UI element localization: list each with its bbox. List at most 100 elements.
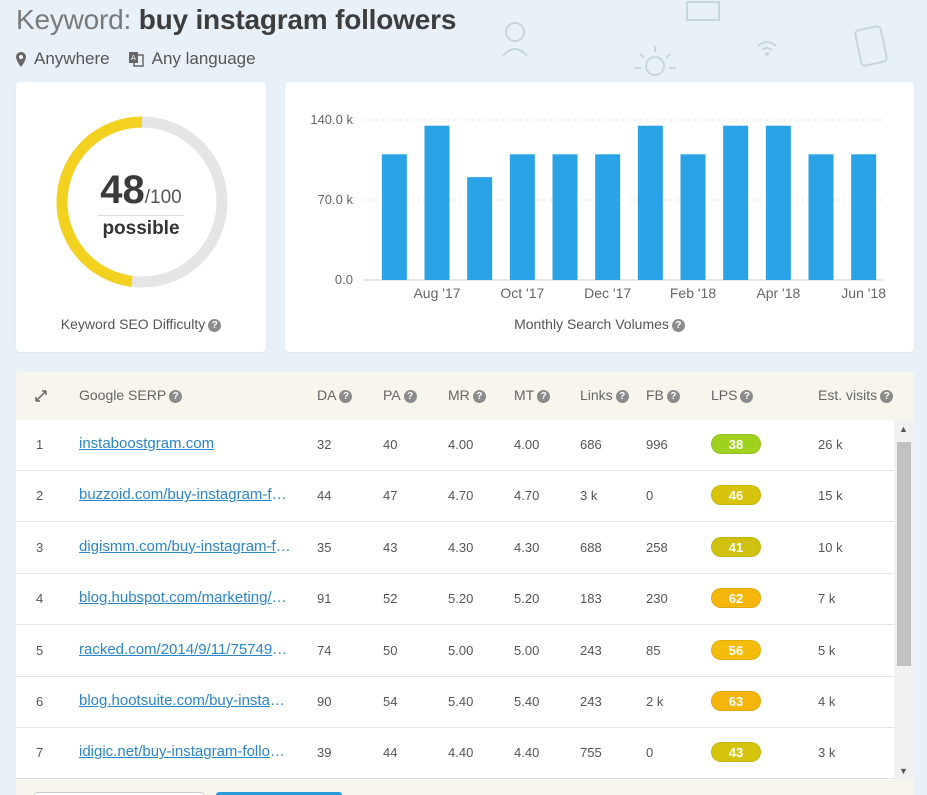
map-pin-icon — [16, 51, 26, 67]
mt-cell: 5.40 — [514, 694, 540, 709]
help-icon[interactable]: ? — [880, 390, 894, 403]
location-label: Anywhere — [34, 49, 110, 68]
rank-cell: 7 — [36, 745, 44, 761]
visits-cell: 5 k — [818, 642, 836, 658]
fb-cell: 230 — [646, 591, 668, 607]
scroll-up-icon[interactable]: ▲ — [899, 424, 908, 434]
mt-cell: 4.00 — [514, 437, 540, 452]
table-row: 1 instaboostgram.com 32 40 4.00 4.00 686 996 26 … — [16, 420, 894, 471]
rank-cell: 3 — [36, 539, 44, 555]
col-pa[interactable]: PA? — [383, 387, 417, 403]
volume-caption: Monthly Search Volumes? — [285, 316, 914, 332]
result-link[interactable]: blog.hubspot.com/marketing/buy-instagram… — [79, 589, 291, 607]
lps-badge: 43 — [711, 742, 761, 763]
volume-bar[interactable] — [552, 154, 578, 280]
mt-cell: 4.70 — [514, 488, 540, 504]
volume-bar[interactable] — [381, 154, 407, 280]
expand-icon[interactable] — [34, 389, 48, 403]
help-icon[interactable]: ? — [671, 319, 685, 332]
difficulty-status: possible — [98, 215, 184, 240]
da-cell: 44 — [317, 488, 332, 504]
result-link[interactable]: instaboostgram.com — [79, 435, 215, 452]
mr-cell: 4.30 — [448, 539, 474, 555]
help-icon[interactable]: ? — [169, 390, 183, 403]
col-fb[interactable]: FB? — [646, 387, 680, 403]
da-cell: 32 — [317, 437, 332, 452]
col-google-serp[interactable]: Google SERP? — [79, 387, 183, 403]
result-link[interactable]: idigic.net/buy-instagram-followers/ — [79, 743, 291, 761]
scroll-down-icon[interactable]: ▼ — [899, 766, 908, 776]
da-cell: 91 — [317, 591, 332, 607]
x-tick-label: Aug '17 — [413, 285, 460, 301]
mt-cell: 4.30 — [514, 539, 540, 555]
col-lps[interactable]: LPS? — [711, 387, 754, 403]
fb-cell: 0 — [646, 488, 654, 504]
da-cell: 35 — [317, 539, 332, 555]
pa-cell: 47 — [383, 488, 398, 504]
table-header: Google SERP? DA? PA? MR? MT? Links? FB? … — [16, 372, 914, 420]
lps-badge: 41 — [711, 536, 761, 557]
help-icon[interactable]: ? — [666, 390, 680, 403]
y-tick-label: 0.0 — [335, 272, 353, 287]
doodle-wifi-icon — [757, 41, 777, 56]
links-cell: 686 — [580, 437, 602, 452]
volume-bar[interactable] — [808, 154, 834, 280]
visits-cell: 15 k — [818, 488, 843, 504]
result-link[interactable]: racked.com/2014/9/11/7574979/buy-instagr… — [79, 640, 291, 658]
help-icon[interactable]: ? — [208, 319, 222, 332]
volume-bar[interactable] — [424, 125, 450, 280]
result-link[interactable]: buzzoid.com/buy-instagram-followers/ — [79, 486, 291, 504]
table-row: 6 blog.hootsuite.com/buy-instagram-follow… — [16, 677, 894, 728]
volume-bar[interactable] — [467, 177, 493, 280]
links-cell: 243 — [580, 694, 602, 709]
table-scrollbar[interactable]: ▲ ▼ — [894, 420, 914, 780]
help-icon[interactable]: ? — [472, 390, 486, 403]
doodle-person-icon — [502, 22, 528, 57]
language-label: Any language — [151, 49, 256, 68]
help-icon[interactable]: ? — [615, 390, 629, 403]
table-row: 5 racked.com/2014/9/11/7574979/buy-instag… — [16, 626, 894, 677]
result-link[interactable]: blog.hootsuite.com/buy-instagram-followe… — [79, 692, 291, 709]
serp-table: Google SERP? DA? PA? MR? MT? Links? FB? … — [16, 372, 914, 795]
mr-cell: 4.40 — [448, 745, 474, 761]
col-mt[interactable]: MT? — [514, 387, 551, 403]
volume-bar[interactable] — [509, 154, 535, 280]
help-icon[interactable]: ? — [403, 390, 417, 403]
mt-cell: 5.20 — [514, 591, 540, 607]
table-row: 4 blog.hubspot.com/marketing/buy-instagra… — [16, 574, 894, 626]
help-icon[interactable]: ? — [339, 390, 353, 403]
help-icon[interactable]: ? — [740, 390, 754, 403]
help-icon[interactable]: ? — [537, 390, 551, 403]
lps-badge: 63 — [711, 691, 761, 711]
footer-button[interactable] — [216, 792, 342, 795]
volume-bar[interactable] — [595, 154, 621, 280]
location-filter[interactable]: Anywhere — [16, 49, 110, 69]
x-tick-label: Feb '18 — [670, 285, 716, 301]
col-est-visits[interactable]: Est. visits? — [818, 387, 894, 403]
scroll-thumb[interactable] — [897, 442, 911, 666]
search-volume-card: 0.0 70.0 k 140.0 k Aug '17 Oct '17 Dec '17 Feb… — [285, 82, 914, 352]
volume-bar[interactable] — [637, 125, 663, 280]
difficulty-max: /100 — [144, 187, 182, 208]
col-links[interactable]: Links? — [580, 387, 629, 403]
lps-badge: 46 — [711, 485, 761, 506]
mt-cell: 5.00 — [514, 642, 540, 658]
lps-badge: 56 — [711, 639, 761, 660]
visits-cell: 3 k — [818, 745, 836, 761]
rank-cell: 6 — [36, 694, 44, 709]
fb-cell: 996 — [646, 437, 668, 452]
mr-cell: 5.20 — [448, 591, 474, 607]
keyword-text: buy instagram followers — [138, 4, 457, 35]
volume-bar[interactable] — [765, 125, 791, 280]
mr-cell: 5.00 — [448, 642, 474, 658]
volume-bar[interactable] — [851, 154, 877, 280]
lps-badge: 38 — [711, 434, 761, 454]
col-da[interactable]: DA? — [317, 387, 353, 403]
col-mr[interactable]: MR? — [448, 387, 486, 403]
result-link[interactable]: digismm.com/buy-instagram-followers — [79, 537, 291, 555]
volume-bar[interactable] — [723, 125, 749, 280]
language-filter[interactable]: A Any language — [128, 49, 256, 69]
footer-input[interactable] — [34, 792, 204, 795]
table-row: 2 buzzoid.com/buy-instagram-followers/44 4… — [16, 471, 894, 523]
volume-bar[interactable] — [680, 154, 706, 280]
